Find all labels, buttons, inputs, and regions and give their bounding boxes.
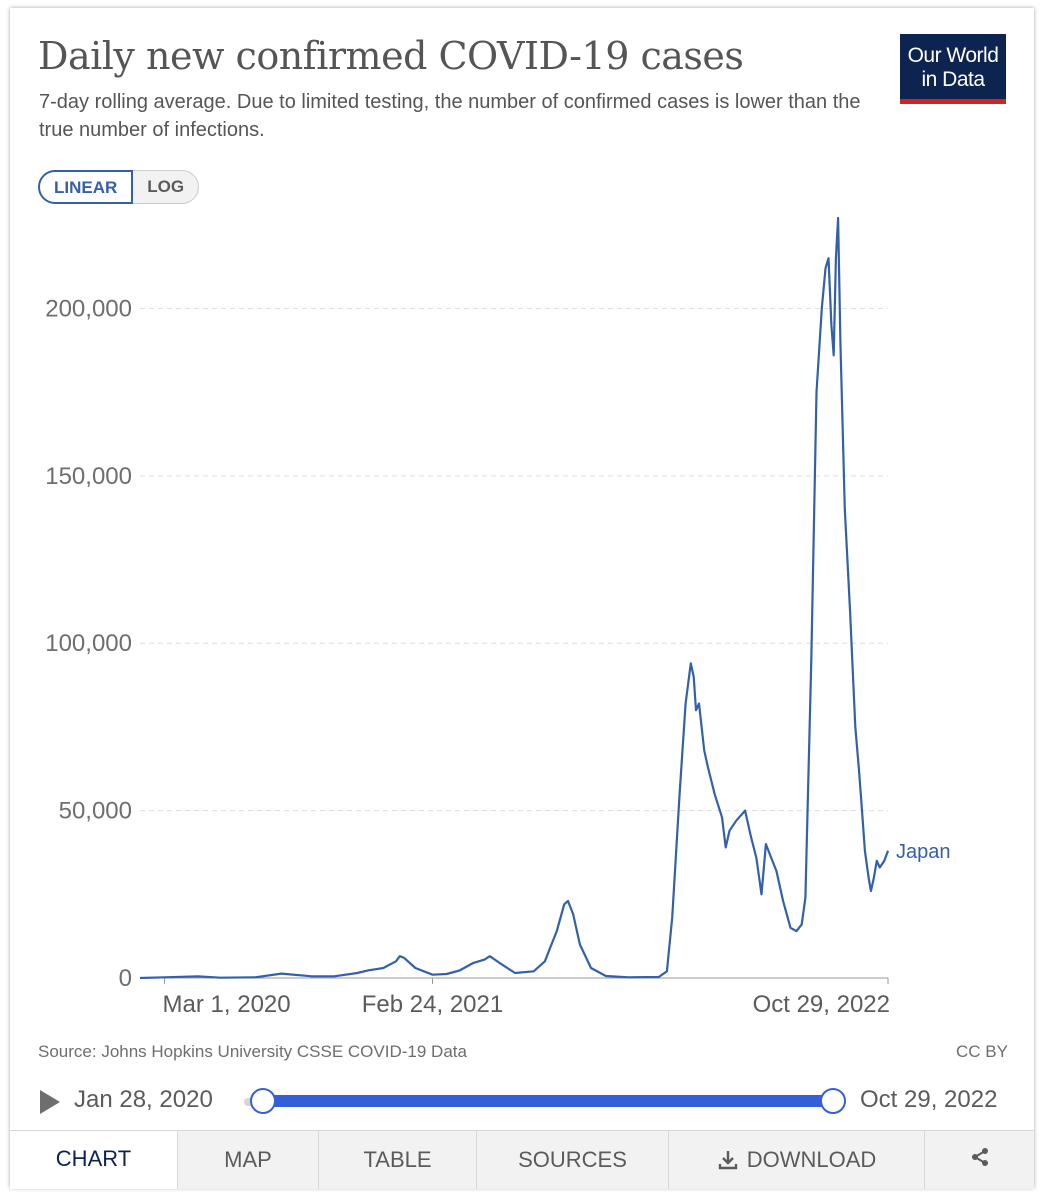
y-tick-label: 0 [119, 965, 132, 992]
x-tick-label: Mar 1, 2020 [163, 991, 291, 1018]
tab-bar: CHART MAP TABLE SOURCES DOWNLOAD [10, 1130, 1034, 1189]
scale-toggle: LINEAR LOG [38, 170, 200, 204]
y-tick-label: 150,000 [45, 463, 132, 490]
series-layer: Japan [139, 216, 951, 980]
y-axis: 0 50,000 100,000 150,000 200,000 [45, 295, 132, 992]
y-tick-label: 100,000 [45, 630, 132, 657]
chart-subtitle: 7-day rolling average. Due to limited te… [39, 91, 861, 141]
timeline-start-label: Jan 28, 2020 [74, 1086, 213, 1113]
source-link[interactable]: Johns Hopkins University CSSE COVID-19 D… [101, 1042, 467, 1061]
source-note: Source: Johns Hopkins University CSSE CO… [38, 1042, 467, 1062]
log-scale-button[interactable]: LOG [133, 170, 200, 204]
x-tick-label: Feb 24, 2021 [362, 991, 503, 1018]
tab-sources[interactable]: SOURCES [476, 1131, 668, 1189]
x-tick-label: Oct 29, 2022 [753, 991, 890, 1018]
timeline-end-handle[interactable] [820, 1088, 846, 1114]
chart-title: Daily new confirmed COVID-19 cases [38, 34, 744, 78]
logo-line-1: Our World [907, 44, 999, 67]
source-prefix: Source: [38, 1042, 102, 1061]
download-label: DOWNLOAD [746, 1147, 877, 1172]
x-axis: Mar 1, 2020 Feb 24, 2021 Oct 29, 2022 [140, 977, 890, 1018]
owid-logo[interactable]: Our World in Data [900, 34, 1006, 104]
tab-map[interactable]: MAP [177, 1131, 318, 1189]
timeline-end-label: Oct 29, 2022 [860, 1086, 998, 1113]
share-button[interactable] [924, 1131, 1034, 1189]
y-tick-label: 50,000 [59, 798, 132, 825]
timeline-start-handle[interactable] [250, 1088, 276, 1114]
timeline-selected-range [262, 1095, 834, 1107]
timeline: Jan 28, 2020 Oct 29, 2022 [10, 1080, 1034, 1124]
logo-line-2: in Data [921, 68, 985, 91]
tab-chart[interactable]: CHART [10, 1131, 177, 1189]
line-chart: 0 50,000 100,000 150,000 200,000 Mar 1, 2020… [45, 216, 951, 1018]
play-icon[interactable] [40, 1090, 60, 1114]
series-label: Japan [896, 841, 951, 863]
tab-table[interactable]: TABLE [318, 1131, 476, 1189]
tab-download[interactable]: DOWNLOAD [668, 1131, 924, 1189]
download-icon [717, 1149, 739, 1171]
linear-scale-button[interactable]: LINEAR [38, 170, 134, 204]
share-icon [969, 1146, 991, 1174]
license-link[interactable]: CC BY [956, 1042, 1008, 1061]
y-tick-label: 200,000 [45, 295, 132, 322]
series-line-japan [139, 216, 890, 980]
grid-layer [140, 307, 888, 812]
chart-card: Daily new confirmed COVID-19 cases 7-day… [10, 8, 1034, 1189]
